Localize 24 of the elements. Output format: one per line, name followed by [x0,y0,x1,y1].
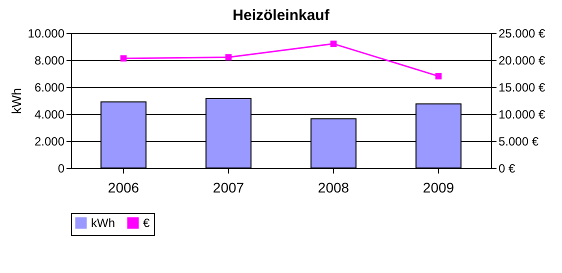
y2-tick-label: 25.000 € [498,26,546,40]
y-tick-label: 6.000 [34,80,65,94]
point [120,55,127,62]
point [225,54,232,60]
y2-tick-label: 15.000 € [498,80,546,94]
y-tick-label: 2.000 [34,134,65,148]
point [435,73,442,80]
y2-tick-label: 5.000 € [498,134,539,148]
legend-label: kWh [91,216,115,230]
x-tick-label: 2007 [212,180,244,196]
x-tick-label: 2008 [318,180,350,196]
x-tick-label: 2009 [422,180,454,196]
y-tick-label: 10.000 [28,26,65,40]
legend-label: € [143,216,150,230]
point [330,40,337,47]
y2-tick-label: 20.000 € [498,54,546,68]
y-tick-label: 0 [58,162,65,176]
chart-title: Heizöleinkauf [232,7,330,24]
y2-tick-label: 0 € [498,162,516,176]
y-axis-title: kWh [8,88,24,114]
x-tick-label: 2006 [108,180,140,196]
y-tick-label: 4.000 [34,108,65,122]
y2-tick-label: 10.000 € [498,108,546,122]
y-tick-label: 8.000 [34,54,65,68]
